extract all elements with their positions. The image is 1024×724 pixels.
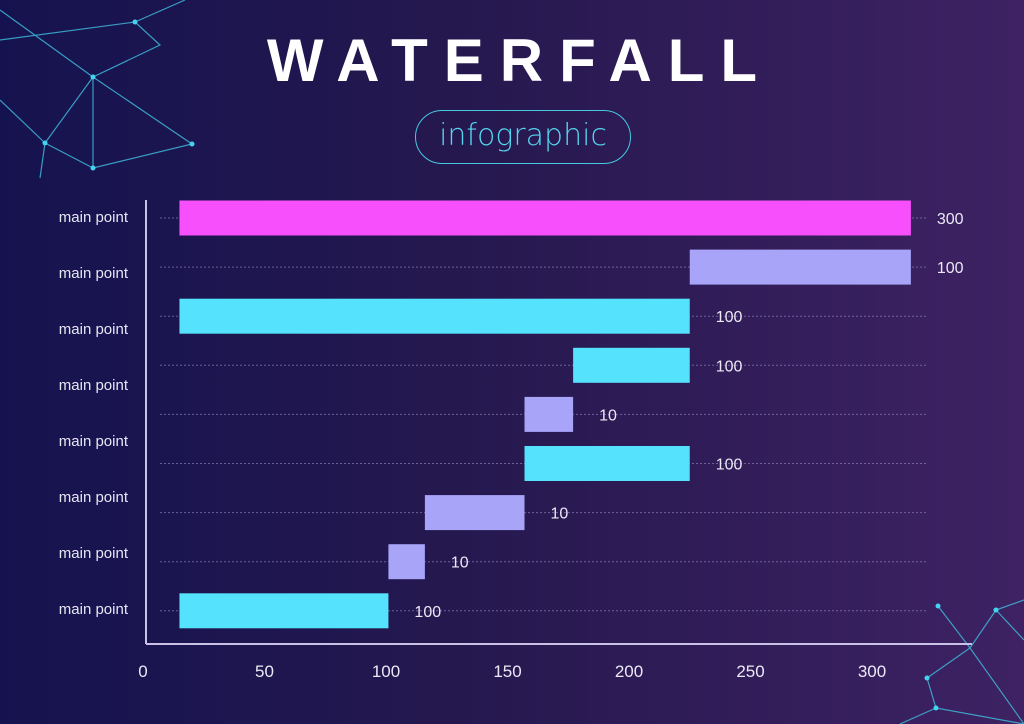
bar-value-label: 100 [716, 457, 743, 474]
subtitle-pill: infographic [415, 110, 631, 164]
row-label: main point [58, 489, 128, 506]
row-label: main point [58, 601, 128, 618]
row-label: main point [58, 321, 128, 338]
bar-value-label: 10 [451, 555, 469, 572]
chart-title: WATERFALL [266, 27, 774, 94]
bar-value-label: 10 [551, 506, 569, 523]
x-tick-label: 100 [372, 662, 400, 681]
bar [388, 544, 425, 580]
bar-value-label: 100 [937, 260, 964, 277]
row-label: main point [58, 433, 128, 450]
bar-value-label: 300 [937, 211, 964, 228]
bar [179, 593, 389, 629]
x-tick-label: 0 [138, 662, 147, 681]
bar-value-label: 100 [716, 358, 743, 375]
row-label: main point [58, 265, 128, 282]
row-label: main point [58, 545, 128, 562]
bar [524, 396, 574, 432]
bar [179, 298, 690, 334]
bar [424, 495, 525, 531]
bar [179, 200, 911, 236]
bar-value-label: 10 [599, 407, 617, 424]
x-tick-label: 150 [493, 662, 521, 681]
x-tick-label: 250 [736, 662, 764, 681]
bar [573, 347, 690, 383]
bar [689, 249, 911, 285]
bar-value-label: 100 [716, 309, 743, 326]
row-label: main point [58, 377, 128, 394]
row-label: main point [58, 209, 128, 226]
bar [524, 446, 690, 481]
x-tick-label: 50 [255, 662, 274, 681]
x-tick-label: 300 [858, 662, 886, 681]
x-tick-label: 200 [615, 662, 643, 681]
bar-value-label: 100 [414, 604, 441, 621]
